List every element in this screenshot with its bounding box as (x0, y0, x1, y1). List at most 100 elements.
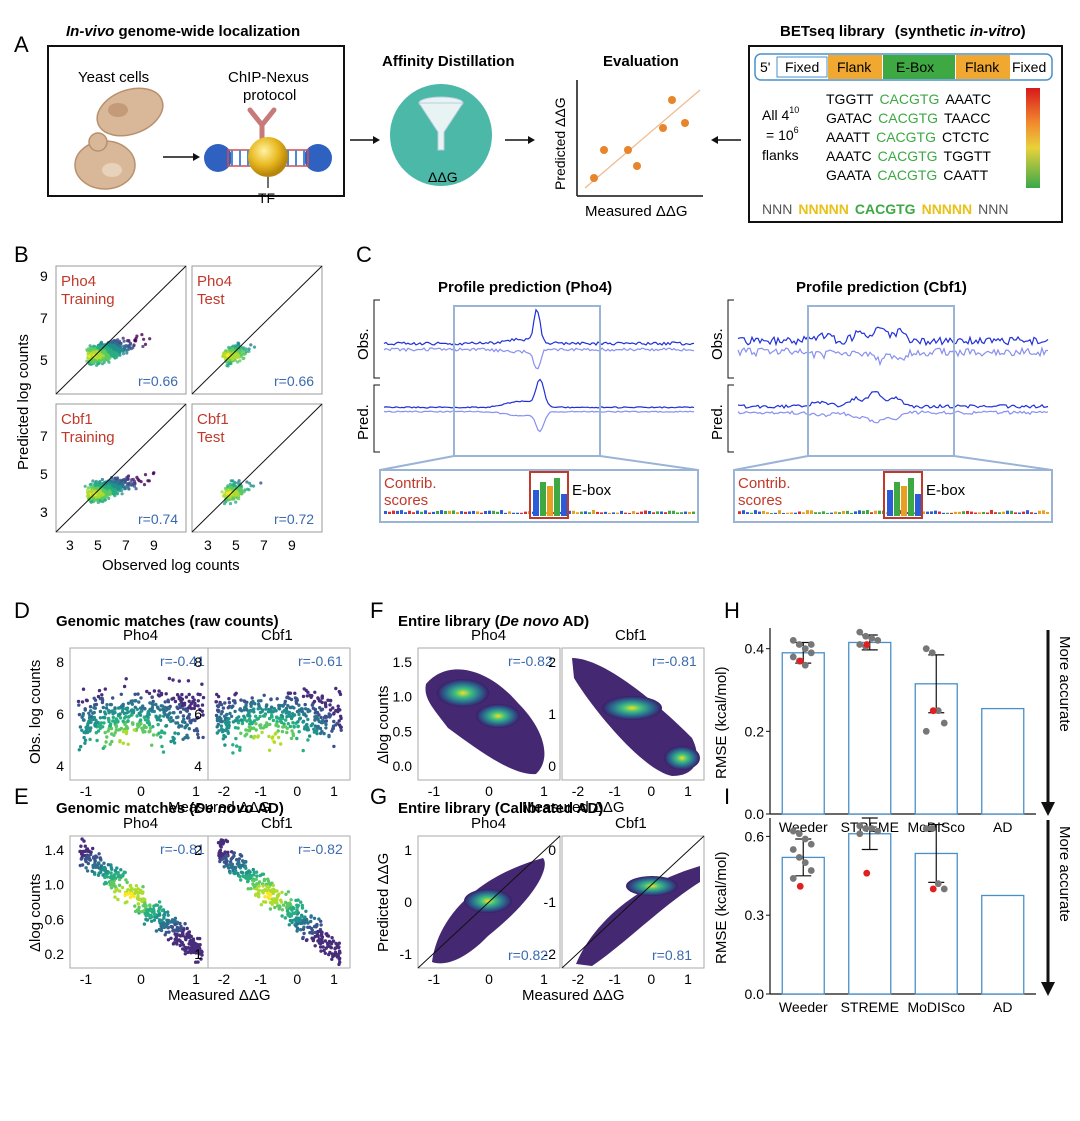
xtick: -2 (572, 971, 585, 987)
scatter-point (129, 891, 134, 896)
scatter-point (245, 719, 249, 723)
scatter-point (267, 716, 272, 721)
c-logo-bar (572, 510, 575, 514)
scatter-point (307, 734, 312, 738)
scatter-point (145, 908, 149, 912)
scatter-point (122, 711, 127, 716)
scatter-point (267, 734, 271, 739)
b-point (152, 471, 156, 475)
scatter-point (252, 726, 256, 730)
scatter-point (77, 748, 82, 752)
scatter-point (151, 733, 156, 737)
scatter-point (268, 889, 273, 893)
scatter-point (275, 722, 279, 726)
scatter-point (266, 892, 270, 896)
scatter-point (264, 707, 268, 711)
scatter-point (170, 918, 175, 923)
scatter-point (198, 707, 202, 712)
scatter-point (337, 689, 341, 694)
scatter-point (305, 694, 309, 698)
eval-point (659, 124, 667, 132)
c-logo-bar (858, 510, 861, 514)
c-logo-bar (520, 512, 523, 514)
scatter-point (163, 910, 167, 915)
scatter-point (103, 712, 108, 716)
scatter-point (115, 887, 119, 891)
scatter-point (233, 709, 237, 714)
scatter-point (161, 750, 166, 754)
scatter-point (119, 875, 123, 879)
scatter-point (166, 700, 171, 704)
scatter-point (319, 919, 323, 923)
ytick: 6 (194, 706, 202, 722)
scatter-point (189, 938, 193, 942)
scatter-point (315, 715, 319, 719)
b-point (247, 347, 251, 351)
scatter-point (164, 930, 168, 935)
scatter-point (143, 707, 147, 711)
scatter-point (323, 703, 328, 707)
scatter-point (217, 729, 221, 733)
highlight-point (796, 657, 804, 665)
panel-i: I 0.0 0.3 0.6 Weeder STREME MoDISco AD RMSE (kc… (713, 784, 1073, 1015)
scatter-point (188, 948, 192, 953)
b-point (247, 349, 251, 353)
c-logo-bar (1006, 510, 1009, 514)
c-motif-letter (908, 478, 914, 516)
data-point (795, 641, 803, 648)
scatter-point (201, 695, 206, 700)
b-point (243, 488, 247, 492)
scatter-point (219, 712, 223, 716)
ytick: 8 (194, 654, 202, 670)
c-logo-bar (396, 510, 399, 514)
c-logo-bar (738, 511, 741, 514)
scatter-point (104, 740, 108, 744)
scatter-point (271, 891, 275, 896)
scatter-point (227, 866, 231, 870)
scatter-point (331, 726, 335, 731)
b-point (120, 348, 124, 353)
scatter-point (332, 711, 336, 715)
scatter-point (143, 912, 147, 916)
scatter-point (297, 708, 302, 712)
scatter-point (297, 703, 301, 707)
c-obs-minus (383, 347, 695, 370)
scatter-point (254, 892, 258, 896)
scatter-point (288, 691, 293, 695)
b-point (103, 349, 107, 353)
scatter-point (167, 706, 171, 711)
scatter-point (194, 946, 199, 951)
c-logo-bar (692, 511, 695, 514)
scatter-point (80, 728, 84, 732)
scatter-point (294, 701, 299, 705)
scatter-point (158, 708, 162, 712)
scatter-point (218, 844, 223, 848)
scatter-point (171, 719, 175, 723)
scatter-point (214, 700, 218, 704)
panel-letter-e: E (14, 784, 29, 809)
scatter-point (226, 729, 230, 734)
scatter-point (200, 703, 205, 707)
c-logo-bar (822, 511, 825, 514)
scatter-point (225, 839, 230, 844)
scatter-point (250, 878, 255, 882)
c-logo-bar (384, 510, 387, 514)
scatter-point (233, 726, 238, 730)
scatter-point (136, 692, 140, 696)
scatter-point (153, 913, 157, 917)
scatter-point (158, 714, 162, 718)
xtick: -1 (80, 783, 93, 799)
c-logo-bar (424, 510, 427, 514)
c-motif-letter (540, 482, 546, 516)
data-point (807, 867, 815, 874)
b-point (114, 348, 118, 352)
b-r-value: r=0.74 (138, 511, 178, 527)
c-logo-bar (624, 512, 627, 514)
scatter-point (103, 730, 107, 735)
scatter-point (317, 719, 321, 724)
c-logo-bar (1038, 510, 1041, 514)
c-logo-bar (798, 511, 801, 514)
scatter-point (186, 679, 191, 683)
b-point (108, 484, 112, 488)
scatter-point (221, 737, 225, 741)
